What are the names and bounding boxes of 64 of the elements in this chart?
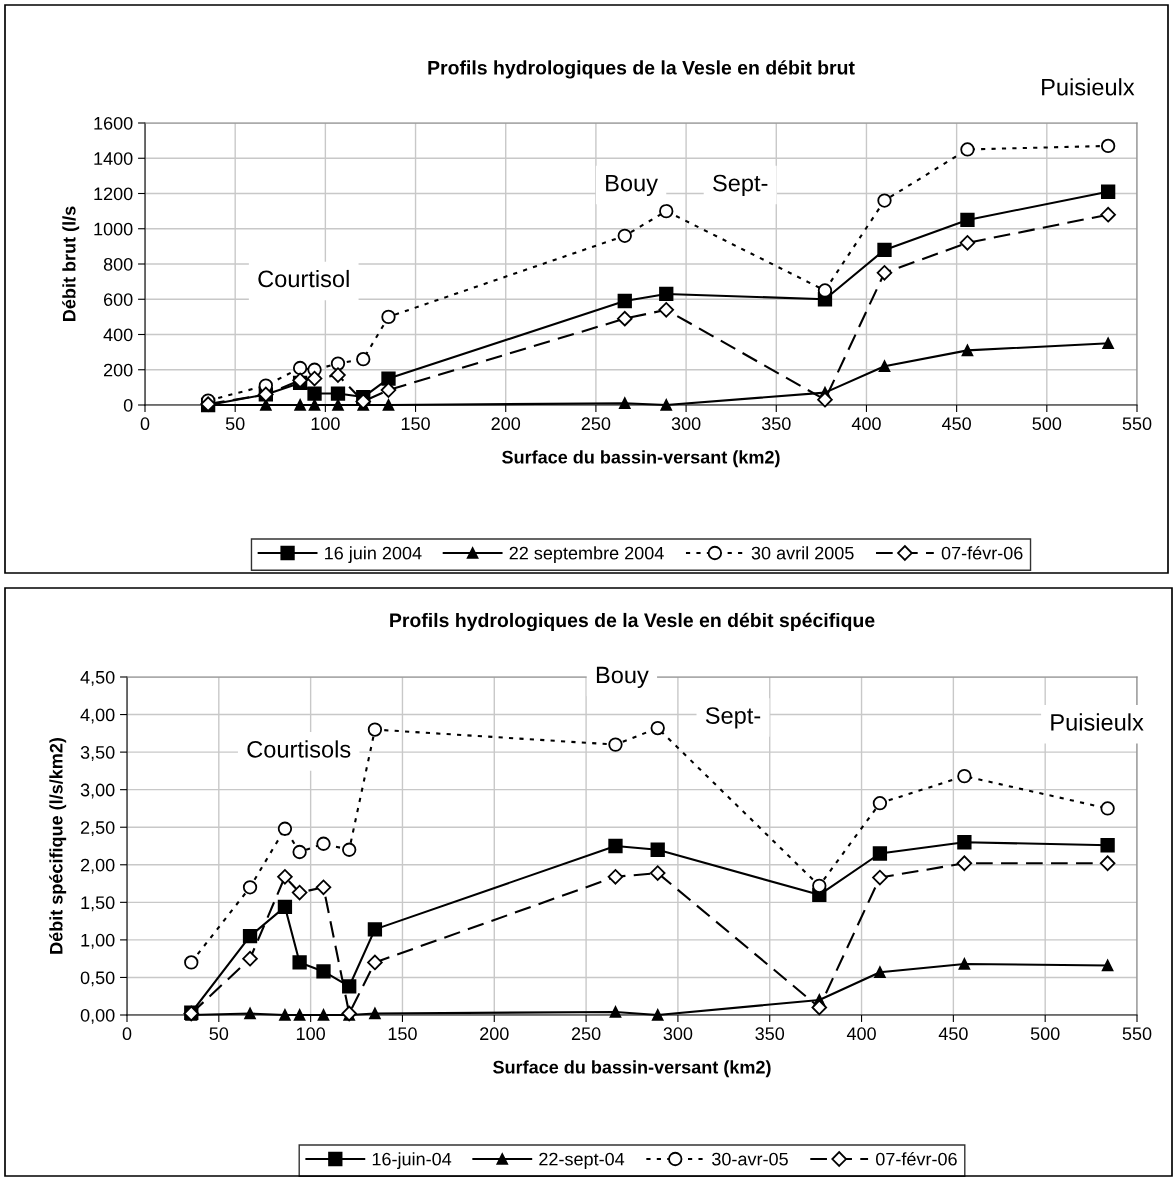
y-tick-label: 3,50 bbox=[80, 746, 115, 761]
x-axis-title: Surface du bassin-versant (km2) bbox=[502, 450, 780, 468]
x-tick-label: 150 bbox=[388, 1027, 417, 1041]
legend-label: 30 avril 2005 bbox=[751, 546, 854, 560]
legend-label: 16-juin-04 bbox=[372, 1152, 452, 1170]
x-tick-label: 100 bbox=[311, 417, 340, 431]
chart-title: Profils hydrologiques de la Vesle en débit brut bbox=[428, 60, 855, 79]
x-tick-label: 400 bbox=[846, 1027, 876, 1041]
annotation: Courtisols bbox=[247, 740, 351, 758]
x-tick-label: 150 bbox=[401, 417, 430, 431]
x-tick-label: 450 bbox=[941, 417, 971, 431]
legend-label: 16 juin 2004 bbox=[325, 546, 422, 564]
y-tick-label: 4,00 bbox=[80, 708, 115, 724]
x-tick-label: 500 bbox=[1030, 1027, 1060, 1041]
y-tick-label: 1200 bbox=[94, 187, 133, 201]
y-tick-label: 0 bbox=[123, 398, 133, 412]
x-tick-label: 50 bbox=[225, 417, 245, 431]
y-tick-label: 3,00 bbox=[80, 783, 115, 799]
x-tick-label: 350 bbox=[761, 417, 791, 431]
x-tick-label: 350 bbox=[755, 1027, 785, 1041]
x-tick-label: 300 bbox=[671, 417, 701, 431]
y-tick-label: 400 bbox=[103, 328, 133, 342]
x-tick-label: 200 bbox=[480, 1027, 509, 1041]
x-tick-label: 550 bbox=[1122, 1027, 1152, 1041]
y-axis-title: Débit brut (l/s bbox=[62, 206, 80, 321]
x-tick-label: 550 bbox=[1122, 417, 1152, 431]
legend-label: 22-sept-04 bbox=[539, 1152, 625, 1170]
y-tick-label: 0,50 bbox=[80, 971, 115, 987]
y-tick-label: 0,00 bbox=[80, 1008, 115, 1024]
x-tick-label: 100 bbox=[296, 1027, 325, 1041]
x-tick-label: 250 bbox=[571, 1027, 601, 1041]
chart-title: Profils hydrologiques de la Vesle en débit spécifique bbox=[390, 612, 875, 632]
legend-label: 07-févr-06 bbox=[941, 546, 1023, 560]
y-axis-title: Débit spécifique (l/s/km2) bbox=[49, 738, 67, 954]
y-tick-label: 600 bbox=[103, 293, 133, 306]
text: Puisieulx bbox=[1042, 78, 1135, 96]
annotation: Bouy bbox=[596, 666, 649, 689]
annotation: Puisieulx bbox=[1051, 713, 1144, 731]
x-axis-title: Surface du bassin-versant (km2) bbox=[493, 1060, 771, 1078]
y-tick-label: 2,50 bbox=[80, 821, 115, 837]
legend-label: 07-févr-06 bbox=[876, 1152, 957, 1166]
x-tick-label: 500 bbox=[1032, 417, 1062, 431]
y-tick-label: 1,00 bbox=[81, 933, 115, 949]
annotation: Sept- bbox=[705, 707, 761, 729]
y-tick-label: 1000 bbox=[94, 222, 133, 236]
x-tick-label: 450 bbox=[938, 1027, 968, 1041]
x-tick-label: 300 bbox=[663, 1027, 693, 1041]
annotation: Sept- bbox=[713, 174, 768, 197]
y-tick-label: 1,50 bbox=[81, 896, 115, 912]
y-tick-label: 1400 bbox=[94, 152, 133, 165]
y-tick-label: 4,50 bbox=[80, 670, 115, 686]
annotation: Courtisol bbox=[258, 269, 349, 288]
legend-label: 30-avr-05 bbox=[712, 1152, 788, 1166]
y-tick-label: 1600 bbox=[94, 116, 133, 130]
x-tick-label: 50 bbox=[209, 1027, 229, 1041]
y-tick-label: 800 bbox=[103, 257, 133, 271]
annotation: Bouy bbox=[606, 174, 658, 197]
x-tick-label: 0 bbox=[140, 417, 150, 431]
x-tick-label: 400 bbox=[851, 417, 881, 431]
x-tick-label: 200 bbox=[491, 417, 521, 431]
y-tick-label: 2,00 bbox=[80, 858, 115, 874]
legend-label: 22 septembre 2004 bbox=[509, 546, 664, 564]
y-tick-label: 200 bbox=[103, 363, 133, 377]
x-tick-label: 250 bbox=[581, 417, 611, 431]
